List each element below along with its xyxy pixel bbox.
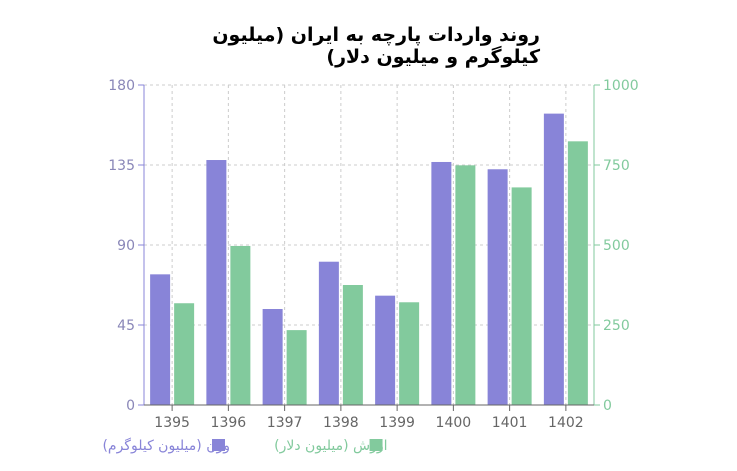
legend-label-0: وزن (میلیون کیلوگرم) — [102, 437, 230, 454]
right-tick-label: 750 — [603, 158, 630, 174]
left-tick-label: 90 — [117, 238, 135, 254]
legend-swatch-0 — [212, 439, 225, 451]
bar-value-1402 — [567, 141, 588, 405]
left-tick-label: 0 — [126, 398, 135, 414]
bar-value-1399 — [399, 302, 420, 405]
bar-value-1395 — [174, 303, 195, 405]
left-tick-label: 135 — [108, 158, 135, 174]
bar-weight-1397 — [262, 309, 283, 405]
x-tick-label: 1400 — [436, 415, 472, 431]
bar-value-1396 — [230, 245, 251, 405]
x-tick-label: 1401 — [492, 415, 528, 431]
right-tick-label: 1000 — [603, 78, 639, 94]
x-tick-label: 1399 — [379, 415, 415, 431]
legend-swatch-1 — [369, 439, 383, 451]
x-tick-label: 1396 — [211, 415, 247, 431]
x-tick-label: 1402 — [548, 415, 584, 431]
bar-weight-1395 — [150, 274, 171, 405]
left-tick-label: 180 — [108, 78, 135, 94]
bar-weight-1396 — [206, 160, 227, 405]
bar-weight-1398 — [318, 261, 339, 405]
bar-value-1401 — [511, 187, 532, 405]
x-tick-label: 1397 — [267, 415, 303, 431]
x-tick-label: 1398 — [323, 415, 359, 431]
right-tick-label: 500 — [603, 238, 630, 254]
bar-weight-1399 — [375, 295, 396, 405]
bar-weight-1400 — [431, 161, 452, 405]
bar-weight-1401 — [487, 169, 508, 405]
left-tick-label: 45 — [117, 318, 135, 334]
x-tick-label: 1395 — [154, 415, 190, 431]
chart-title: روند واردات پارچه به ایران (میلیون کیلوگ… — [212, 24, 540, 68]
bar-value-1397 — [286, 330, 307, 405]
right-tick-label: 0 — [603, 398, 612, 414]
bar-weight-1402 — [543, 113, 564, 405]
bar-value-1400 — [455, 165, 476, 405]
legend-label-1: ارزش (میلیون دلار) — [274, 438, 387, 454]
right-tick-label: 250 — [603, 318, 630, 334]
bar-value-1398 — [342, 285, 363, 405]
